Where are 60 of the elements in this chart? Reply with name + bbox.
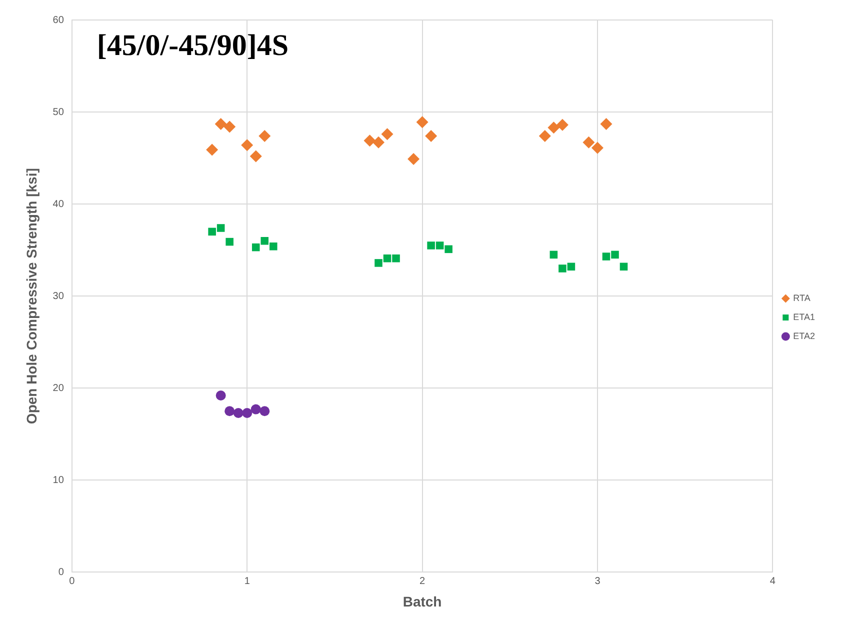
y-tick-label: 20 [52,382,64,394]
point [425,130,438,142]
point [392,254,400,262]
point [582,136,595,148]
point [250,150,262,162]
y-tick-label: 60 [52,14,64,26]
y-tick-label: 50 [52,106,64,118]
point [620,262,628,271]
point [611,250,619,259]
point [241,139,254,152]
chart-title: [45/0/-45/90]4S [96,28,289,62]
point [224,406,235,416]
point [208,228,216,236]
y-tick-label: 0 [58,566,64,578]
point [233,408,244,418]
point [556,118,568,131]
point [258,130,271,142]
x-axis-title: Batch [402,593,442,610]
point [444,245,452,254]
point [383,254,392,262]
point [548,122,560,134]
point [427,242,435,250]
point [216,224,225,232]
point [206,144,218,156]
point [250,404,261,414]
point [602,252,610,260]
point [538,130,551,142]
legend-label: RTA [793,292,810,303]
point [242,408,252,418]
y-tick-label: 30 [52,290,64,302]
x-tick-label: 3 [594,576,601,587]
point [591,142,604,154]
point [216,390,226,400]
x-tick-label: 4 [770,576,776,587]
point [226,238,234,246]
point [269,242,278,250]
point [260,236,269,245]
point [416,116,428,128]
point [600,118,612,130]
point [224,120,236,133]
point [408,152,420,165]
point [436,242,444,250]
legend-label: ETA2 [793,330,816,341]
point [381,128,394,140]
legend-label: ETA1 [793,312,816,322]
point [374,259,382,267]
x-tick-label: 1 [244,576,250,587]
x-tick-label: 0 [69,576,76,587]
point [260,406,270,416]
x-tick-label: 2 [420,576,426,587]
y-tick-label: 40 [52,198,64,210]
point [364,134,376,147]
point [550,250,558,259]
point [252,243,260,252]
point [372,136,384,148]
point [567,262,576,271]
point [558,264,566,272]
y-tick-label: 10 [52,474,64,486]
point [214,118,227,130]
y-axis-title: Open Hole Compressive Strength [ksi] [23,168,40,424]
